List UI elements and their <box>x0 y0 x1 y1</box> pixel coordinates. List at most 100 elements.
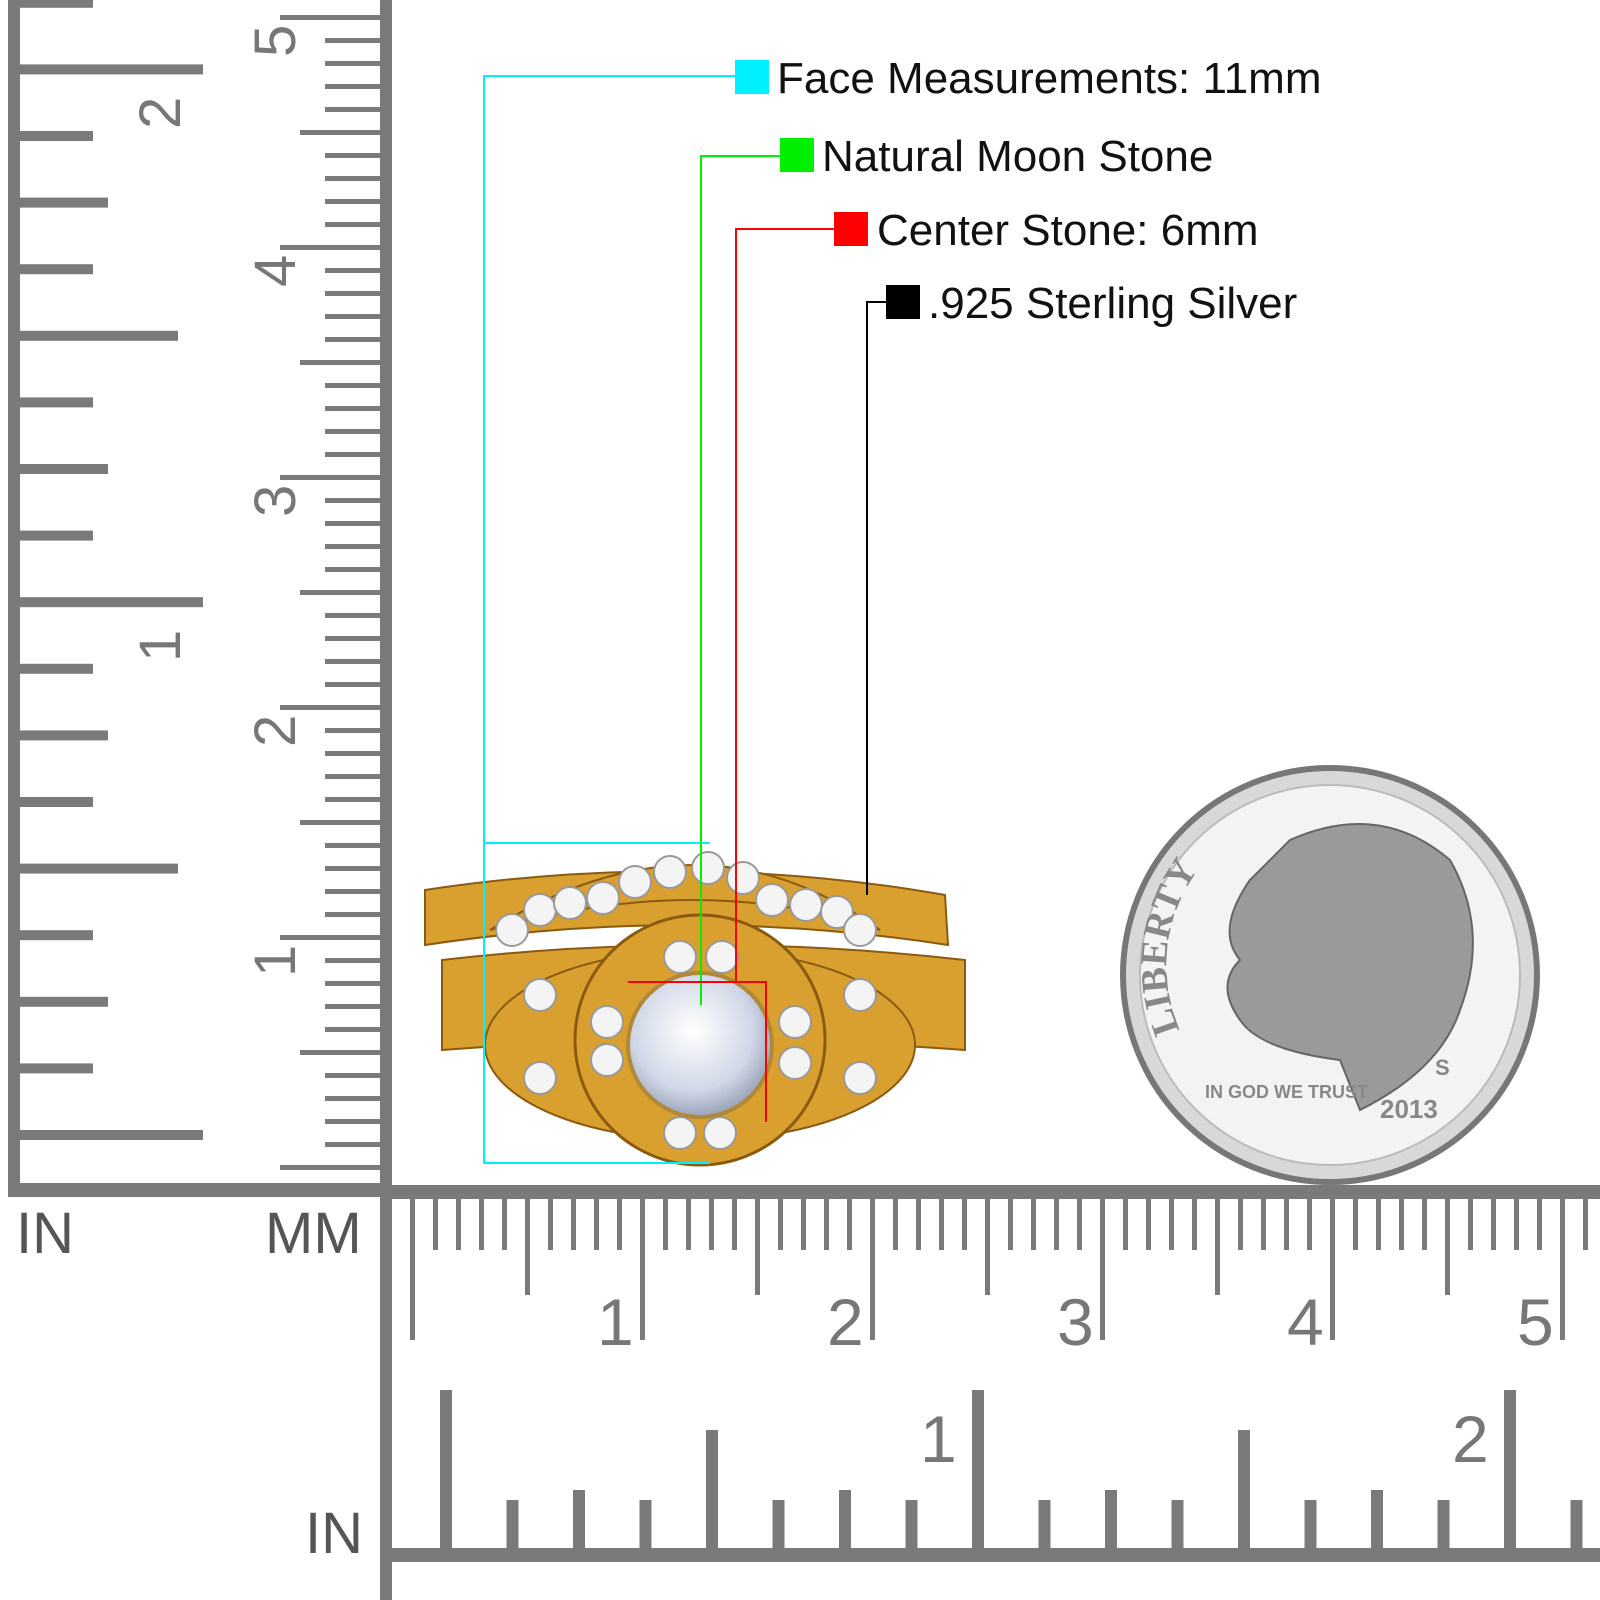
inch-tick <box>18 131 93 141</box>
mm-tick <box>778 1195 783 1250</box>
mm-tick <box>325 84 380 89</box>
mm-tick <box>410 1195 415 1340</box>
accent-stone <box>843 1061 877 1095</box>
mm-tick <box>893 1195 898 1250</box>
mm-tick <box>300 360 380 365</box>
accent-stone <box>523 978 557 1012</box>
mm-tick <box>325 452 380 457</box>
inch-unit-label: IN <box>16 1201 74 1266</box>
inch-tick <box>1038 1500 1051 1550</box>
accent-stone <box>726 861 760 895</box>
cm-number: 2 <box>827 1285 864 1359</box>
cm-number: 2 <box>243 715 308 747</box>
mm-tick <box>300 820 380 825</box>
mm-tick <box>985 1195 990 1295</box>
accent-stone <box>586 881 620 915</box>
inch-tick <box>18 1130 203 1140</box>
ruler-edge <box>380 1185 392 1600</box>
mm-tick <box>1192 1195 1197 1250</box>
accent-stone <box>663 940 697 974</box>
ruler-edge <box>8 1183 392 1197</box>
mm-tick <box>939 1195 944 1250</box>
mm-tick <box>280 15 380 20</box>
mm-tick <box>1445 1195 1450 1295</box>
mm-tick <box>325 889 380 894</box>
mm-tick <box>325 521 380 526</box>
coin-mint-mark: S <box>1435 1055 1450 1080</box>
mm-tick <box>280 475 380 480</box>
mm-tick <box>280 1165 380 1170</box>
mm-tick <box>755 1195 760 1295</box>
mm-tick <box>1054 1195 1059 1250</box>
mm-tick <box>1537 1195 1542 1250</box>
mm-tick <box>502 1195 507 1250</box>
mm-tick <box>548 1195 553 1250</box>
mm-tick <box>325 866 380 871</box>
cm-number: 3 <box>243 485 308 517</box>
inch-tick <box>839 1490 851 1550</box>
inch-tick <box>18 930 93 941</box>
inch-number: 1 <box>128 630 193 662</box>
mm-tick <box>325 774 380 779</box>
mm-tick <box>571 1195 576 1250</box>
inch-tick <box>905 1500 918 1550</box>
mm-tick <box>1307 1195 1312 1250</box>
inch-tick <box>706 1430 718 1550</box>
bottom-inch-unit-label: IN <box>305 1501 363 1566</box>
mm-tick <box>870 1195 875 1340</box>
inch-tick <box>18 863 178 874</box>
sterling-silver-swatch <box>886 285 920 319</box>
mm-tick <box>325 199 380 204</box>
inch-tick <box>18 397 93 408</box>
horizontal-ruler: 1 2 3 4 51 2 <box>380 1185 1600 1600</box>
cm-number: 3 <box>1057 1285 1094 1359</box>
inch-tick <box>18 597 203 608</box>
mm-tick <box>325 843 380 848</box>
accent-stone <box>691 851 725 885</box>
accent-stone <box>705 940 739 974</box>
mm-tick <box>1376 1195 1381 1250</box>
mm-tick <box>325 38 380 43</box>
mm-tick <box>1077 1195 1082 1250</box>
inch-tick <box>1238 1430 1250 1550</box>
sterling-silver-label: .925 Sterling Silver <box>928 279 1298 328</box>
mm-tick <box>1284 1195 1289 1250</box>
accent-stone <box>523 1061 557 1095</box>
mm-tick <box>663 1195 668 1250</box>
mm-tick <box>325 107 380 112</box>
inch-tick <box>1171 1500 1184 1550</box>
mm-tick <box>1491 1195 1496 1250</box>
mm-tick <box>325 61 380 66</box>
mm-tick <box>325 1119 380 1124</box>
face-measurement-line <box>483 75 736 1164</box>
inch-tick <box>1570 1500 1583 1550</box>
mm-tick <box>1330 1195 1335 1340</box>
mm-tick <box>709 1195 714 1250</box>
guard-crown <box>489 864 881 931</box>
mm-tick <box>325 912 380 917</box>
accent-stone <box>523 893 557 927</box>
cm-number: 4 <box>243 255 308 287</box>
inch-tick <box>506 1500 519 1550</box>
cm-number: 1 <box>243 945 308 977</box>
mm-tick <box>1215 1195 1220 1295</box>
cm-number: 5 <box>1517 1285 1554 1359</box>
mm-tick <box>1422 1195 1427 1250</box>
inch-tick <box>18 464 108 474</box>
guard-band-shank <box>424 870 950 947</box>
accent-stone <box>843 913 877 947</box>
mm-tick <box>325 613 380 618</box>
mm-tick <box>325 1142 380 1147</box>
mm-tick <box>1146 1195 1151 1250</box>
inch-tick <box>18 996 108 1007</box>
mm-tick <box>280 705 380 710</box>
inch-tick <box>772 1500 785 1550</box>
coin-year: 2013 <box>1380 1094 1438 1124</box>
mm-tick <box>732 1195 737 1250</box>
inch-tick <box>1371 1490 1383 1550</box>
mm-tick <box>325 1096 380 1101</box>
mm-tick <box>325 728 380 733</box>
mm-tick <box>847 1195 852 1250</box>
inch-tick <box>18 0 93 8</box>
inch-number: 2 <box>128 97 193 129</box>
